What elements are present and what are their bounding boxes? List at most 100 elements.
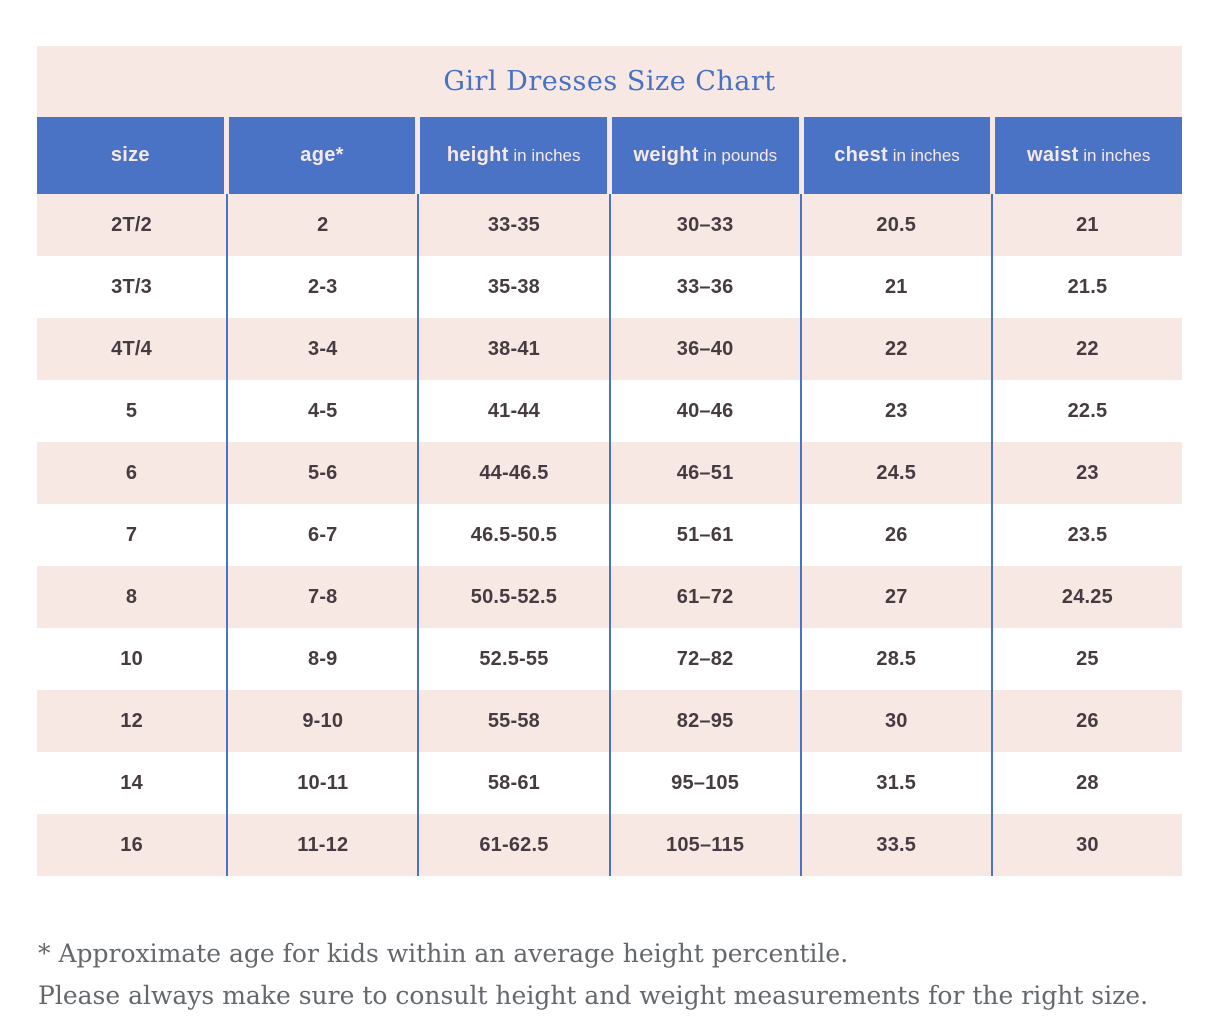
cell-weight: 51–61 xyxy=(611,504,802,566)
cell-age: 2 xyxy=(228,194,420,256)
cell-chest: 30 xyxy=(802,690,993,752)
cell-chest: 21 xyxy=(802,256,993,318)
column-header-strong-text: chest xyxy=(834,144,888,166)
chart-title-bar: Girl Dresses Size Chart xyxy=(37,46,1182,117)
cell-height: 58-61 xyxy=(419,752,611,814)
cell-size: 10 xyxy=(37,628,229,690)
size-chart-table: Girl Dresses Size Chart size age* height i… xyxy=(37,46,1183,876)
table-row-size-14: 14 10-11 58-61 95–105 31.5 28 xyxy=(37,752,1182,814)
column-header-label: chest in inches xyxy=(834,144,960,167)
column-header-strong-text: height xyxy=(446,144,509,166)
column-header-label: waist in inches xyxy=(1027,144,1150,167)
cell-weight: 105–115 xyxy=(611,814,802,876)
table-row-size-2t-2: 2T/2 2 33-35 30–33 20.5 21 xyxy=(37,194,1182,256)
cell-chest: 23 xyxy=(802,380,993,442)
footnote-measurement-advice: Please always make sure to consult heigh… xyxy=(38,981,1149,1010)
cell-height: 44-46.5 xyxy=(419,442,611,504)
table-row-size-6: 6 5-6 44-46.5 46–51 24.5 23 xyxy=(37,442,1182,504)
cell-height: 55-58 xyxy=(419,690,611,752)
cell-weight: 36–40 xyxy=(611,318,802,380)
table-row-size-8: 8 7-8 50.5-52.5 61–72 27 24.25 xyxy=(37,566,1182,628)
cell-height: 52.5-55 xyxy=(419,628,611,690)
cell-chest: 31.5 xyxy=(802,752,993,814)
footnote-age-disclaimer: * Approximate age for kids within an ave… xyxy=(38,939,849,968)
column-header-unit-text: in inches xyxy=(1078,146,1151,165)
cell-chest: 26 xyxy=(802,504,993,566)
cell-age: 5-6 xyxy=(228,442,420,504)
cell-weight: 82–95 xyxy=(611,690,802,752)
cell-age: 7-8 xyxy=(228,566,420,628)
cell-height: 50.5-52.5 xyxy=(419,566,611,628)
column-header-waist: waist in inches xyxy=(995,117,1183,194)
cell-chest: 28.5 xyxy=(802,628,993,690)
cell-height: 35-38 xyxy=(419,256,611,318)
cell-size: 5 xyxy=(37,380,229,442)
cell-weight: 40–46 xyxy=(611,380,802,442)
cell-weight: 61–72 xyxy=(611,566,802,628)
column-header-strong-text: weight xyxy=(633,144,699,166)
cell-waist: 23.5 xyxy=(1067,523,1108,546)
cell-size: 8 xyxy=(37,566,229,628)
cell-height: 46.5-50.5 xyxy=(419,504,611,566)
cell-chest: 22 xyxy=(802,318,993,380)
cell-age: 3-4 xyxy=(228,318,420,380)
column-header-age: age* xyxy=(228,117,416,194)
column-header-label: size xyxy=(111,144,150,167)
cell-size: 3T/3 xyxy=(37,256,229,318)
cell-chest: 20.5 xyxy=(802,194,993,256)
cell-height: 33-35 xyxy=(419,194,611,256)
cell-age: 8-9 xyxy=(228,628,420,690)
cell-waist: 22.5 xyxy=(1067,399,1108,422)
column-header-label: age* xyxy=(300,144,343,167)
cell-age: 10-11 xyxy=(228,752,420,814)
cell-size: 14 xyxy=(37,752,229,814)
table-row-size-10: 10 8-9 52.5-55 72–82 28.5 25 xyxy=(37,628,1182,690)
footnotes: * Approximate age for kids within an ave… xyxy=(38,933,1188,1017)
cell-size: 7 xyxy=(37,504,229,566)
table-header-row: size age* height in inches weight in pounds… xyxy=(37,117,1183,194)
cell-weight: 72–82 xyxy=(611,628,802,690)
cell-age: 2-3 xyxy=(228,256,420,318)
table-row-size-3t-3: 3T/3 2-3 35-38 33–36 21 21.5 xyxy=(37,256,1182,318)
cell-waist: 24.25 xyxy=(1061,585,1113,608)
cell-weight: 30–33 xyxy=(611,194,802,256)
cell-chest: 24.5 xyxy=(802,442,993,504)
chart-title: Girl Dresses Size Chart xyxy=(443,66,776,97)
cell-weight: 33–36 xyxy=(611,256,802,318)
cell-waist: 25 xyxy=(1076,647,1099,670)
cell-size: 12 xyxy=(37,690,229,752)
table-row-size-12: 12 9-10 55-58 82–95 30 26 xyxy=(37,690,1182,752)
table-body: 2T/2 2 33-35 30–33 20.5 21 3T/3 2-3 35-38 33–36 21… xyxy=(37,194,1182,876)
column-header-unit-text: in inches xyxy=(887,146,960,165)
column-header-strong-text: waist xyxy=(1027,144,1079,166)
cell-waist: 23 xyxy=(1076,461,1099,484)
column-header-unit-text: in inches xyxy=(508,146,581,165)
column-header-unit-text: in pounds xyxy=(698,146,778,165)
column-header-chest: chest in inches xyxy=(803,117,991,194)
cell-height: 41-44 xyxy=(419,380,611,442)
cell-height: 38-41 xyxy=(419,318,611,380)
cell-waist: 22 xyxy=(1076,337,1099,360)
cell-chest: 27 xyxy=(802,566,993,628)
cell-age: 6-7 xyxy=(228,504,420,566)
column-header-height: height in inches xyxy=(420,117,608,194)
cell-waist: 26 xyxy=(1076,709,1099,732)
column-header-weight: weight in pounds xyxy=(612,117,799,194)
cell-age: 11-12 xyxy=(228,814,420,876)
cell-chest: 33.5 xyxy=(802,814,993,876)
cell-size: 4T/4 xyxy=(37,318,229,380)
table-row-size-7: 7 6-7 46.5-50.5 51–61 26 23.5 xyxy=(37,504,1182,566)
cell-weight: 95–105 xyxy=(611,752,802,814)
cell-size: 16 xyxy=(37,814,229,876)
table-row-size-16: 16 11-12 61-62.5 105–115 33.5 30 xyxy=(37,814,1182,876)
column-header-strong-text: size xyxy=(110,144,150,166)
cell-age: 4-5 xyxy=(228,380,420,442)
column-header-label: height in inches xyxy=(447,144,581,167)
cell-age: 9-10 xyxy=(228,690,420,752)
cell-waist: 21.5 xyxy=(1067,275,1108,298)
cell-size: 6 xyxy=(37,442,229,504)
cell-waist: 30 xyxy=(1076,833,1099,856)
cell-size: 2T/2 xyxy=(37,194,229,256)
column-header-label: weight in pounds xyxy=(634,144,778,167)
